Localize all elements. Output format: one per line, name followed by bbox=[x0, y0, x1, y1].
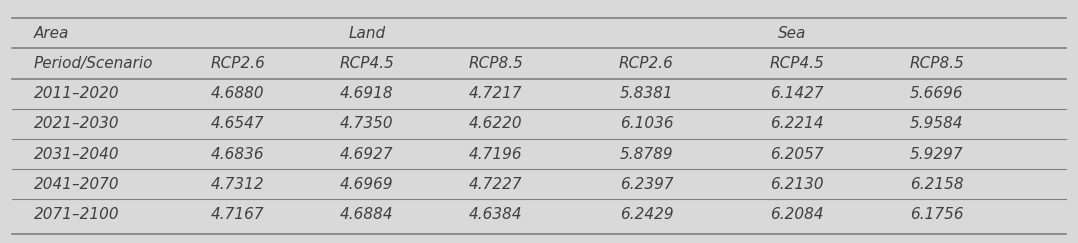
Text: 5.9584: 5.9584 bbox=[910, 116, 964, 131]
Text: Land: Land bbox=[348, 26, 386, 41]
Text: 4.7217: 4.7217 bbox=[469, 86, 523, 101]
Text: 6.2057: 6.2057 bbox=[771, 147, 824, 162]
Text: 4.6220: 4.6220 bbox=[469, 116, 523, 131]
Text: 4.7350: 4.7350 bbox=[341, 116, 393, 131]
Text: 6.2158: 6.2158 bbox=[910, 177, 964, 192]
Text: RCP2.6: RCP2.6 bbox=[210, 56, 265, 71]
Text: 4.6384: 4.6384 bbox=[469, 207, 523, 222]
Text: 2041–2070: 2041–2070 bbox=[33, 177, 120, 192]
Text: RCP4.5: RCP4.5 bbox=[340, 56, 395, 71]
Text: 5.9297: 5.9297 bbox=[910, 147, 964, 162]
Text: 6.2397: 6.2397 bbox=[620, 177, 674, 192]
Text: Area: Area bbox=[33, 26, 69, 41]
Text: 6.2130: 6.2130 bbox=[771, 177, 824, 192]
Text: 6.2429: 6.2429 bbox=[620, 207, 674, 222]
Text: Period/Scenario: Period/Scenario bbox=[33, 56, 153, 71]
Text: Sea: Sea bbox=[777, 26, 806, 41]
Text: 2021–2030: 2021–2030 bbox=[33, 116, 120, 131]
Text: 4.6969: 4.6969 bbox=[341, 177, 393, 192]
Text: 4.6836: 4.6836 bbox=[211, 147, 265, 162]
Text: 4.6918: 4.6918 bbox=[341, 86, 393, 101]
Text: 6.2084: 6.2084 bbox=[771, 207, 824, 222]
Text: 4.6880: 4.6880 bbox=[211, 86, 265, 101]
Text: RCP8.5: RCP8.5 bbox=[469, 56, 524, 71]
Text: 4.7167: 4.7167 bbox=[211, 207, 265, 222]
Text: 4.7196: 4.7196 bbox=[469, 147, 523, 162]
Text: 6.1756: 6.1756 bbox=[910, 207, 964, 222]
Text: 5.6696: 5.6696 bbox=[910, 86, 964, 101]
Text: 4.7227: 4.7227 bbox=[469, 177, 523, 192]
Text: 4.6547: 4.6547 bbox=[211, 116, 265, 131]
Text: 2031–2040: 2031–2040 bbox=[33, 147, 120, 162]
Text: 4.6927: 4.6927 bbox=[341, 147, 393, 162]
Text: 6.2214: 6.2214 bbox=[771, 116, 824, 131]
Text: RCP8.5: RCP8.5 bbox=[910, 56, 964, 71]
Text: 5.8789: 5.8789 bbox=[620, 147, 674, 162]
Text: RCP2.6: RCP2.6 bbox=[619, 56, 674, 71]
Text: 2071–2100: 2071–2100 bbox=[33, 207, 120, 222]
Text: RCP4.5: RCP4.5 bbox=[770, 56, 825, 71]
Text: 6.1036: 6.1036 bbox=[620, 116, 674, 131]
Text: 5.8381: 5.8381 bbox=[620, 86, 674, 101]
Text: 4.7312: 4.7312 bbox=[211, 177, 265, 192]
Text: 2011–2020: 2011–2020 bbox=[33, 86, 120, 101]
Text: 6.1427: 6.1427 bbox=[771, 86, 824, 101]
Text: 4.6884: 4.6884 bbox=[341, 207, 393, 222]
